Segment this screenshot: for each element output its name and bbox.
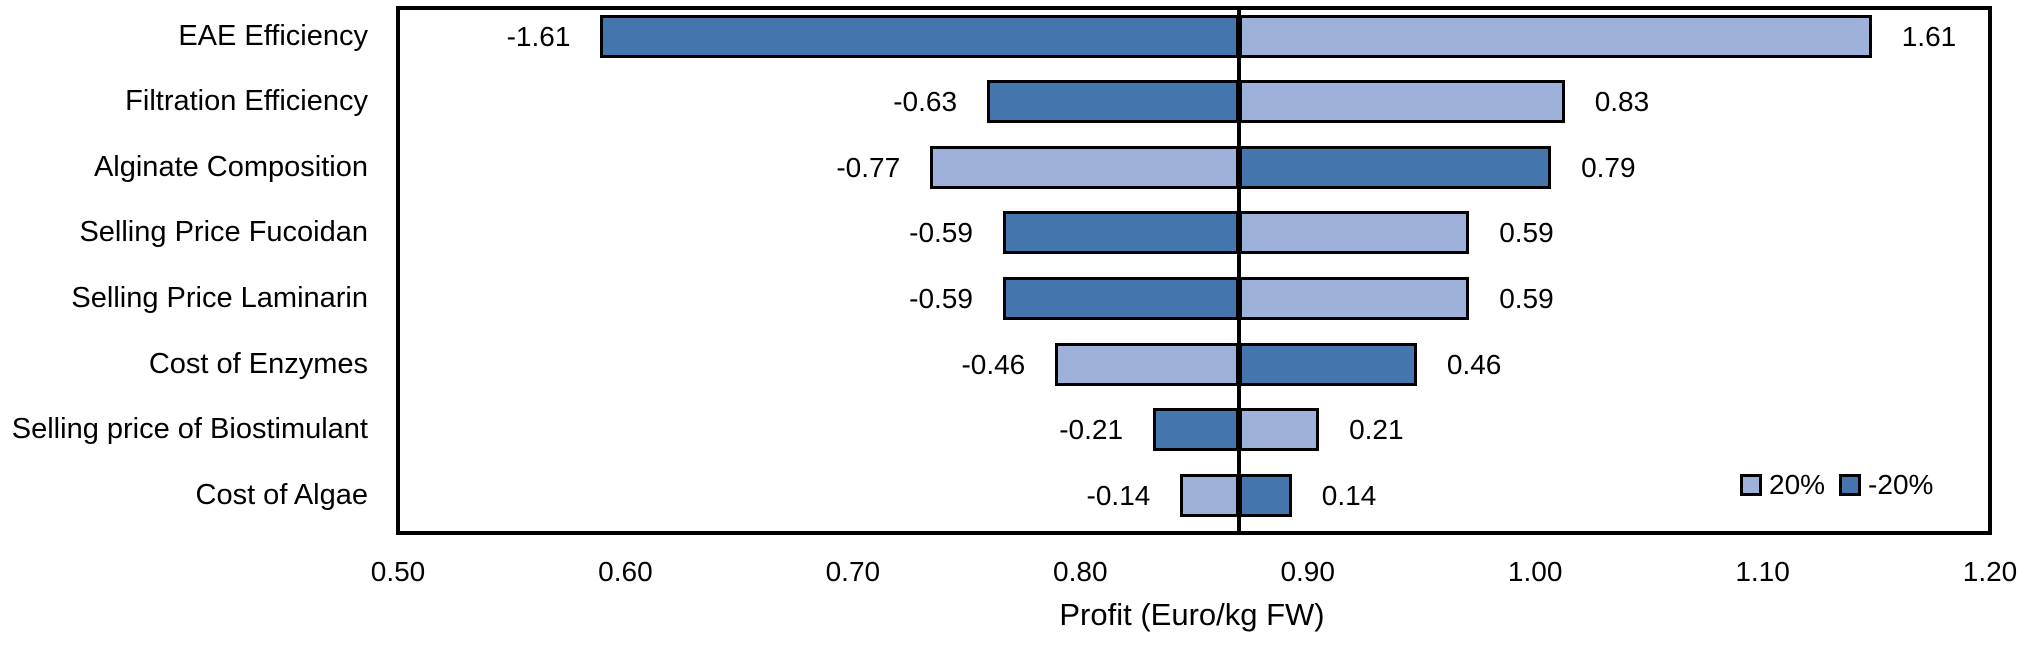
bar-value-label-negative: -0.59 xyxy=(909,283,973,315)
bar-value-label-positive: 0.79 xyxy=(1581,151,1636,183)
bar-value-label-positive: 0.46 xyxy=(1446,348,1502,380)
legend-entry: -20% xyxy=(1839,469,1933,501)
bar-segment-plus20 xyxy=(1239,14,1872,58)
bar-value-label-negative: -0.63 xyxy=(893,86,958,118)
plot-area xyxy=(396,6,1992,535)
x-axis-tick-label: 0.50 xyxy=(370,556,426,587)
bar-segment-plus20 xyxy=(1180,474,1240,518)
legend-label: -20% xyxy=(1868,469,1934,500)
legend-swatch-plus20 xyxy=(1740,474,1762,496)
legend-swatch-minus20 xyxy=(1839,474,1862,496)
bar-segment-minus20 xyxy=(1239,342,1417,386)
bar-segment-plus20 xyxy=(1055,342,1240,386)
bar-segment-plus20 xyxy=(1239,277,1470,321)
bar-segment-plus20 xyxy=(1239,80,1565,124)
category-label: Selling Price Fucoidan xyxy=(79,216,368,249)
bar-value-label-negative: -0.77 xyxy=(836,151,901,183)
bar-value-label-negative: -0.14 xyxy=(1086,480,1151,512)
bar-segment-minus20 xyxy=(1239,145,1552,189)
bar-segment-plus20 xyxy=(1239,211,1470,255)
category-label: Cost of Algae xyxy=(195,479,369,512)
baseline-axis-line xyxy=(1237,6,1242,535)
bar-segment-minus20 xyxy=(1153,408,1240,452)
bar-segment-plus20 xyxy=(1239,408,1320,452)
legend: 20% -20% xyxy=(1740,469,1933,501)
bar-value-label-positive: 0.83 xyxy=(1594,86,1650,118)
category-label: Alginate Composition xyxy=(93,150,368,183)
bar-value-label-negative: -0.46 xyxy=(961,348,1026,380)
bar-value-label-positive: 0.21 xyxy=(1349,414,1404,446)
bar-value-label-negative: -0.59 xyxy=(909,217,973,249)
bar-segment-plus20 xyxy=(930,145,1240,189)
bar-value-label-positive: 1.61 xyxy=(1901,20,1957,52)
x-axis-tick-label: 1.20 xyxy=(1962,556,2018,587)
category-label: Selling Price Laminarin xyxy=(71,282,368,315)
x-axis-tick-label: 0.90 xyxy=(1280,556,1335,587)
x-axis-title: Profit (Euro/kg FW) xyxy=(1059,597,1325,632)
category-label: Filtration Efficiency xyxy=(125,85,368,118)
category-label: Selling price of Biostimulant xyxy=(11,413,368,446)
bar-value-label-negative: -0.21 xyxy=(1059,414,1124,446)
bar-segment-minus20 xyxy=(1002,211,1240,255)
x-axis-tick-label: 0.70 xyxy=(825,556,881,587)
x-axis-tick-label: 0.60 xyxy=(598,556,653,587)
category-label: EAE Efficiency xyxy=(178,19,368,52)
bar-value-label-negative: -1.61 xyxy=(506,20,571,52)
legend-entry: 20% xyxy=(1740,469,1825,501)
x-axis-tick-label: 1.10 xyxy=(1735,556,1790,587)
category-label: Cost of Enzymes xyxy=(148,347,368,380)
bar-value-label-positive: 0.14 xyxy=(1321,480,1377,512)
bar-segment-minus20 xyxy=(1239,474,1292,518)
bar-value-label-positive: 0.59 xyxy=(1499,283,1554,315)
bar-segment-minus20 xyxy=(600,14,1240,58)
legend-label: 20% xyxy=(1769,469,1826,500)
bar-segment-minus20 xyxy=(987,80,1240,124)
x-axis-tick-label: 0.80 xyxy=(1053,556,1108,587)
x-axis-tick-label: 1.00 xyxy=(1507,556,1563,587)
bar-value-label-positive: 0.59 xyxy=(1499,217,1554,249)
bar-segment-minus20 xyxy=(1002,277,1240,321)
